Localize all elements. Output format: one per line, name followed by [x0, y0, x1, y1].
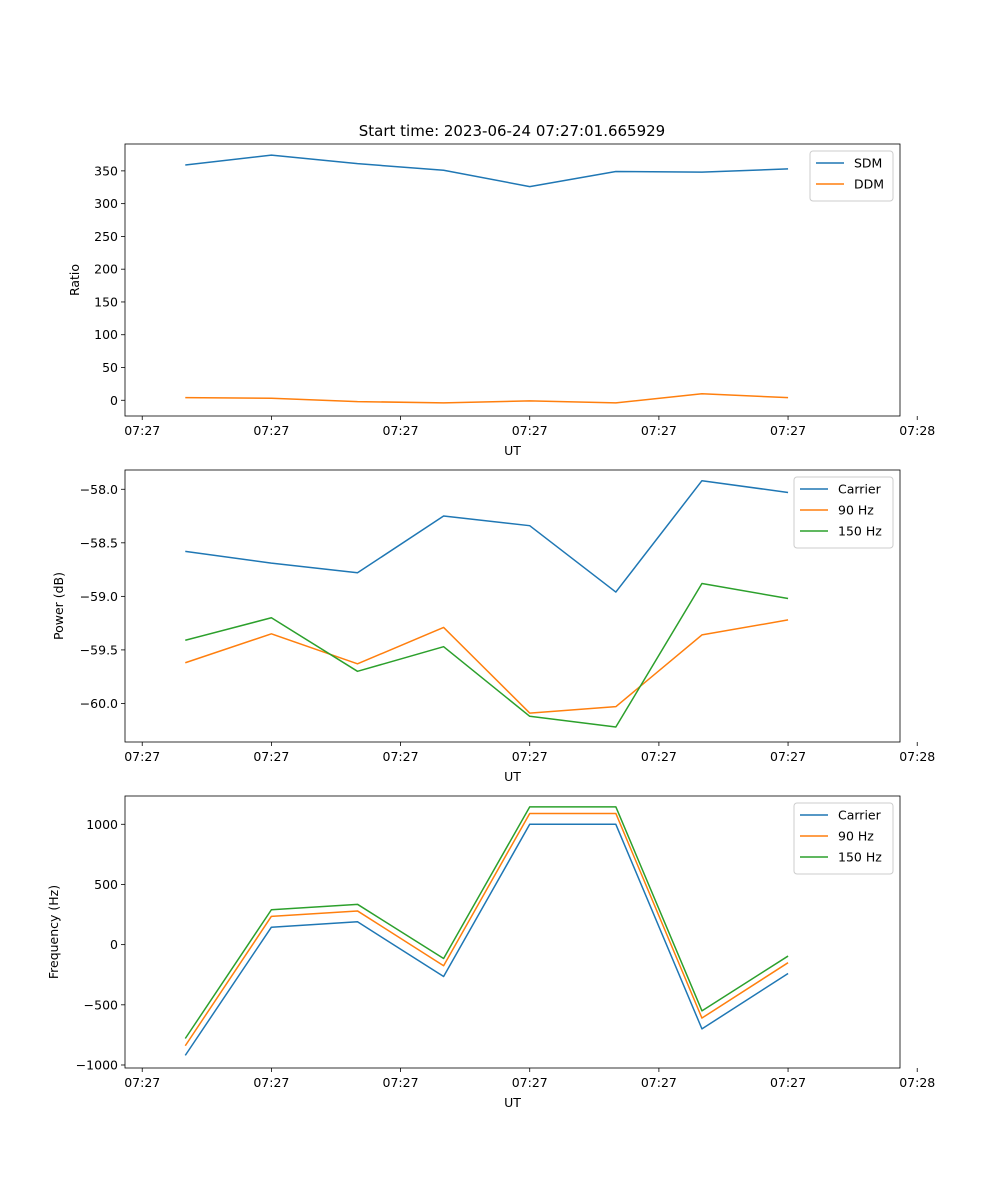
series-line-150-hz	[185, 582, 789, 728]
y-axis-label: Ratio	[67, 264, 82, 296]
x-tick-label: 07:27	[124, 1075, 160, 1090]
legend-label: SDM	[854, 156, 882, 171]
y-tick-label: 100	[94, 327, 118, 342]
x-axis-label: UT	[504, 769, 521, 784]
legend-label: DDM	[854, 177, 884, 192]
x-tick-label: 07:27	[253, 749, 289, 764]
y-tick-label: −60.0	[80, 696, 118, 711]
legend: Carrier 90 Hz 150 Hz	[793, 476, 894, 549]
x-tick-label: 07:27	[641, 749, 677, 764]
subplot-3: −1000 −500 0 500 1000 07:27 07:27 07:27 07:27 07:…	[46, 795, 935, 1110]
y-tick-label: 0	[110, 393, 118, 408]
x-tick-label: 07:27	[770, 749, 806, 764]
series-line-90-hz	[185, 619, 789, 714]
legend-label: 90 Hz	[838, 829, 874, 844]
figure-title: Start time: 2023-06-24 07:27:01.665929	[359, 122, 665, 140]
y-tick-label: 150	[94, 294, 118, 309]
subplot-2: −60.0 −59.5 −59.0 −58.5 −58.0 07:27 07:27 07:27…	[51, 469, 935, 784]
x-tick-label: 07:27	[383, 423, 419, 438]
x-tick-label: 07:27	[124, 423, 160, 438]
y-tick-label: −500	[84, 997, 118, 1012]
y-tick-label: −59.5	[80, 642, 118, 657]
legend-label: Carrier	[838, 482, 882, 497]
y-tick-label: −58.5	[80, 535, 118, 550]
x-tick-label: 07:27	[512, 423, 548, 438]
subplot-1: 0 50 100 150 200 250 300 350 07:27 07:27 07:27 07:2…	[67, 143, 935, 458]
x-tick-label: 07:27	[770, 1075, 806, 1090]
legend-label: 150 Hz	[838, 524, 882, 539]
x-tick-label: 07:27	[770, 423, 806, 438]
axes-frame	[124, 469, 901, 743]
y-tick-label: −1000	[76, 1057, 118, 1072]
series-line-ddm	[185, 392, 789, 404]
y-tick-label: 200	[94, 262, 118, 277]
series-line-90-hz	[184, 812, 789, 1047]
x-tick-label: 07:27	[253, 423, 289, 438]
x-tick-label: 07:27	[512, 1075, 548, 1090]
axes-frame	[124, 795, 901, 1069]
y-tick-label: −58.0	[80, 482, 118, 497]
legend-label: 150 Hz	[838, 850, 882, 865]
x-tick-label: 07:28	[899, 1075, 935, 1090]
x-tick-label: 07:28	[899, 749, 935, 764]
y-tick-label: 0	[110, 937, 118, 952]
y-tick-label: 300	[94, 196, 118, 211]
x-tick-label: 07:27	[253, 1075, 289, 1090]
series-line-150-hz	[184, 806, 789, 1039]
y-tick-label: −59.0	[80, 589, 118, 604]
y-tick-label: 350	[94, 163, 118, 178]
legend-label: Carrier	[838, 808, 882, 823]
y-tick-label: 500	[94, 877, 118, 892]
x-axis-label: UT	[504, 1095, 521, 1110]
y-tick-label: 250	[94, 229, 118, 244]
axes-frame	[124, 143, 901, 417]
subplots: 0 50 100 150 200 250 300 350 07:27 07:27 07:27 07:2…	[46, 143, 935, 1110]
x-tick-label: 07:27	[383, 1075, 419, 1090]
x-tick-label: 07:27	[641, 423, 677, 438]
series-line-sdm	[185, 154, 789, 188]
series-line-carrier	[185, 479, 789, 593]
y-tick-label: 50	[102, 360, 118, 375]
legend: SDM DDM	[809, 150, 894, 202]
y-tick-label: 1000	[86, 817, 118, 832]
x-tick-label: 07:27	[641, 1075, 677, 1090]
legend-label: 90 Hz	[838, 503, 874, 518]
x-tick-label: 07:28	[899, 423, 935, 438]
series-line-carrier	[184, 823, 789, 1056]
x-axis-label: UT	[504, 443, 521, 458]
y-axis-label: Frequency (Hz)	[46, 885, 61, 979]
x-tick-label: 07:27	[124, 749, 160, 764]
y-axis-label: Power (dB)	[51, 572, 66, 640]
legend: Carrier 90 Hz 150 Hz	[793, 802, 894, 875]
x-tick-label: 07:27	[512, 749, 548, 764]
x-tick-label: 07:27	[383, 749, 419, 764]
